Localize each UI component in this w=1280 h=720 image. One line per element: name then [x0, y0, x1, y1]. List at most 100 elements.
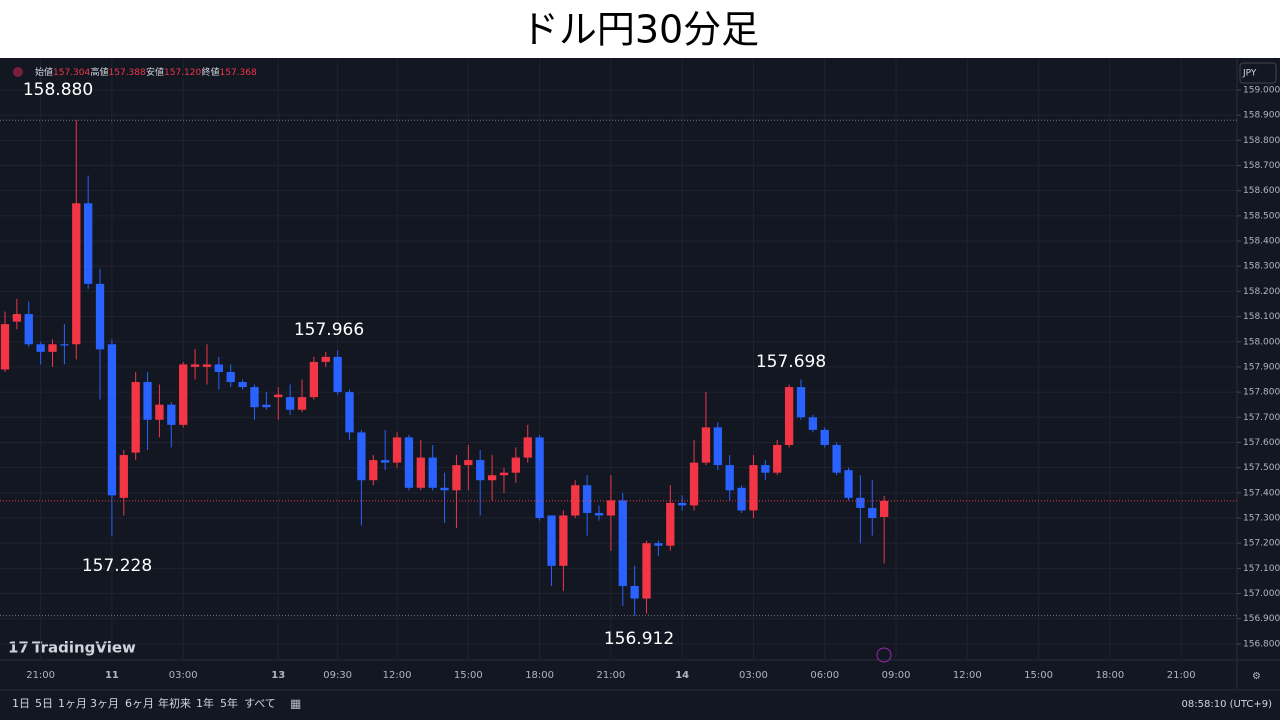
candle-body: [0, 324, 10, 370]
x-tick-label: 12:00: [953, 670, 982, 681]
range-button[interactable]: 1ヶ月: [58, 697, 87, 710]
candle-body: [487, 475, 497, 481]
candle-body: [523, 437, 532, 458]
candle-body: [428, 457, 437, 488]
candle-body: [309, 361, 319, 398]
candle-body: [226, 371, 235, 383]
y-tick-label: 158.900: [1243, 111, 1280, 121]
y-tick-label: 157.900: [1243, 362, 1280, 372]
candle-body: [678, 502, 687, 506]
y-tick-label: 158.300: [1243, 262, 1280, 272]
candle-body: [559, 515, 568, 566]
ohlc-label: 高値: [91, 66, 109, 78]
y-tick-label: 158.200: [1243, 287, 1280, 297]
ohlc-value: 157.304: [53, 68, 90, 78]
candle-body: [713, 427, 722, 466]
ohlc-value: 157.368: [220, 68, 257, 78]
ohlc-item: 始値157.304: [35, 66, 91, 78]
range-button[interactable]: 1年: [196, 696, 214, 710]
candle-body: [83, 203, 93, 284]
candle-body: [202, 364, 212, 367]
settings-icon[interactable]: ⚙: [1252, 671, 1261, 682]
candle-body: [784, 387, 794, 445]
y-tick-label: 157.700: [1243, 413, 1280, 423]
candle-body: [476, 460, 485, 481]
x-tick-label: 18:00: [1095, 670, 1124, 681]
range-button[interactable]: 5日: [35, 697, 53, 710]
title-bar: [0, 0, 1280, 58]
candle-body: [72, 203, 81, 345]
x-tick-label: 11: [105, 670, 119, 681]
candle-body: [452, 465, 461, 491]
candle-body: [357, 432, 366, 481]
date-range-icon[interactable]: ▦: [290, 697, 301, 711]
candle-body: [131, 382, 140, 453]
candle-body: [499, 472, 509, 476]
candle-body: [416, 457, 425, 488]
y-tick-label: 158.400: [1243, 237, 1280, 247]
candle-body: [250, 387, 259, 408]
candle-body: [404, 437, 414, 488]
candle-body: [12, 314, 22, 322]
candle-body: [689, 462, 699, 506]
logo-icon: 𝟭𝟳: [8, 639, 29, 657]
candle-body: [167, 404, 176, 425]
x-tick-label: 09:30: [323, 670, 352, 681]
y-tick-label: 156.900: [1243, 614, 1280, 624]
currency-box[interactable]: [1239, 62, 1277, 84]
candle-body: [95, 283, 105, 350]
y-tick-label: 159.000: [1243, 85, 1280, 95]
candle-body: [48, 344, 57, 352]
annotation: 156.912: [604, 629, 674, 649]
candle-body: [832, 444, 841, 473]
annotation: 157.698: [756, 352, 826, 372]
candle-body: [440, 487, 449, 491]
y-tick-label: 158.600: [1243, 186, 1280, 196]
x-tick-label: 13: [271, 670, 285, 681]
y-tick-label: 158.100: [1243, 312, 1280, 322]
candle-body: [808, 417, 818, 430]
x-tick-label: 09:00: [882, 670, 911, 681]
range-button[interactable]: 年初来: [158, 696, 191, 710]
candle-body: [796, 387, 806, 418]
y-tick-label: 157.800: [1243, 388, 1280, 398]
x-tick-label: 21:00: [1167, 670, 1196, 681]
candle-body: [143, 382, 152, 420]
candle-body: [654, 543, 663, 546]
candle-body: [749, 465, 758, 511]
y-tick-label: 157.400: [1243, 488, 1280, 498]
ohlc-label: 終値: [202, 66, 220, 78]
y-tick-label: 158.800: [1243, 136, 1280, 146]
range-button[interactable]: 3ヶ月: [90, 697, 119, 710]
candle-body: [345, 392, 354, 433]
candle-body: [594, 512, 604, 516]
ohlc-label: 始値: [35, 66, 53, 78]
candle-body: [820, 429, 829, 445]
candle-body: [701, 427, 711, 463]
candle-body: [464, 460, 473, 466]
candle-body: [571, 485, 580, 516]
range-button[interactable]: すべて: [244, 697, 276, 710]
candle-body: [190, 364, 200, 367]
y-tick-label: 157.600: [1243, 438, 1280, 448]
candle-body: [856, 497, 865, 508]
x-tick-label: 14: [675, 670, 689, 681]
range-button[interactable]: 6ヶ月: [125, 697, 154, 710]
y-tick-label: 156.800: [1243, 639, 1280, 649]
x-tick-label: 21:00: [596, 670, 625, 681]
range-button[interactable]: 5年: [220, 696, 238, 710]
x-tick-label: 15:00: [1024, 670, 1053, 681]
y-tick-label: 158.700: [1243, 161, 1280, 171]
candle-body: [642, 543, 651, 599]
candle-body: [630, 585, 639, 599]
event-icon[interactable]: [876, 647, 892, 663]
y-tick-label: 157.200: [1243, 539, 1280, 549]
y-tick-label: 158.500: [1243, 211, 1280, 221]
candle-body: [333, 356, 342, 393]
candle-body: [24, 314, 33, 345]
candle-body: [547, 515, 556, 566]
candle-body: [36, 344, 45, 352]
x-tick-label: 15:00: [454, 670, 483, 681]
range-button[interactable]: 1日: [12, 697, 30, 710]
